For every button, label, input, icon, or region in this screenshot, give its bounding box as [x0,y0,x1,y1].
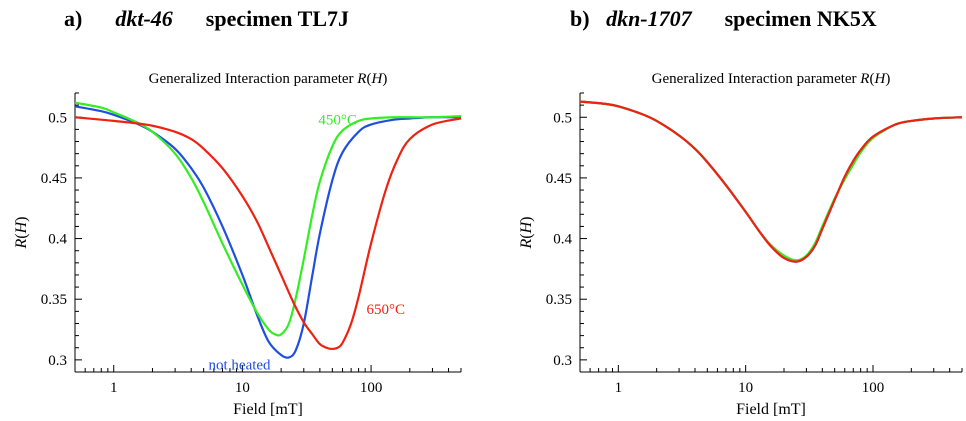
panel-b-letter: b) [570,6,590,31]
panel-a-heading: a) dkt-46 specimen TL7J [64,6,349,32]
panel-a-sample: dkt-46 [115,6,173,31]
panel-b-specimen: specimen NK5X [724,6,877,31]
y-tick-label: 0.45 [546,171,572,187]
panel-a-specimen: specimen TL7J [205,6,349,31]
x-tick-label: 100 [360,380,383,396]
x-tick-label: 100 [862,380,885,396]
x-tick-label: 1 [615,380,623,396]
series-line-series-2 [579,100,963,262]
panel-b-heading: b) dkn-1707 specimen NK5X [570,6,877,32]
y-tick-label: 0.3 [48,353,67,369]
x-axis-title: Field [mT] [233,401,303,418]
series-line-450-c [74,101,462,337]
x-tick-label: 10 [738,380,753,396]
x-tick-label: 1 [110,380,118,396]
panel-a-letter: a) [64,6,83,31]
y-tick-label: 0.35 [41,292,67,308]
series-line-series-1 [579,100,963,263]
y-tick-label: 0.35 [546,292,572,308]
series-annotation: 650°C [366,302,405,318]
y-axis-title: R(H) [13,217,30,250]
chart-a: Generalized Interaction parameter R(H) 1 1… [13,71,462,418]
plot-title: Generalized Interaction parameter R(H) [652,71,891,87]
series-annotation: 450°C [318,113,357,129]
y-tick-label: 0.4 [48,232,67,248]
y-tick-label: 0.5 [48,110,67,126]
y-tick-label: 0.5 [553,110,572,126]
series-annotation: not heated [209,358,272,374]
series-line-650-c [74,116,462,351]
series-line-series-3 [579,100,963,263]
y-tick-label: 0.3 [553,353,572,369]
x-axis-title: Field [mT] [736,401,806,418]
plot-title: Generalized Interaction parameter R(H) [149,71,388,87]
y-tick-label: 0.45 [41,171,67,187]
y-tick-label: 0.4 [553,232,572,248]
x-tick-label: 10 [235,380,250,396]
panel-b-sample: dkn-1707 [606,6,692,31]
y-axis-title: R(H) [518,217,535,250]
